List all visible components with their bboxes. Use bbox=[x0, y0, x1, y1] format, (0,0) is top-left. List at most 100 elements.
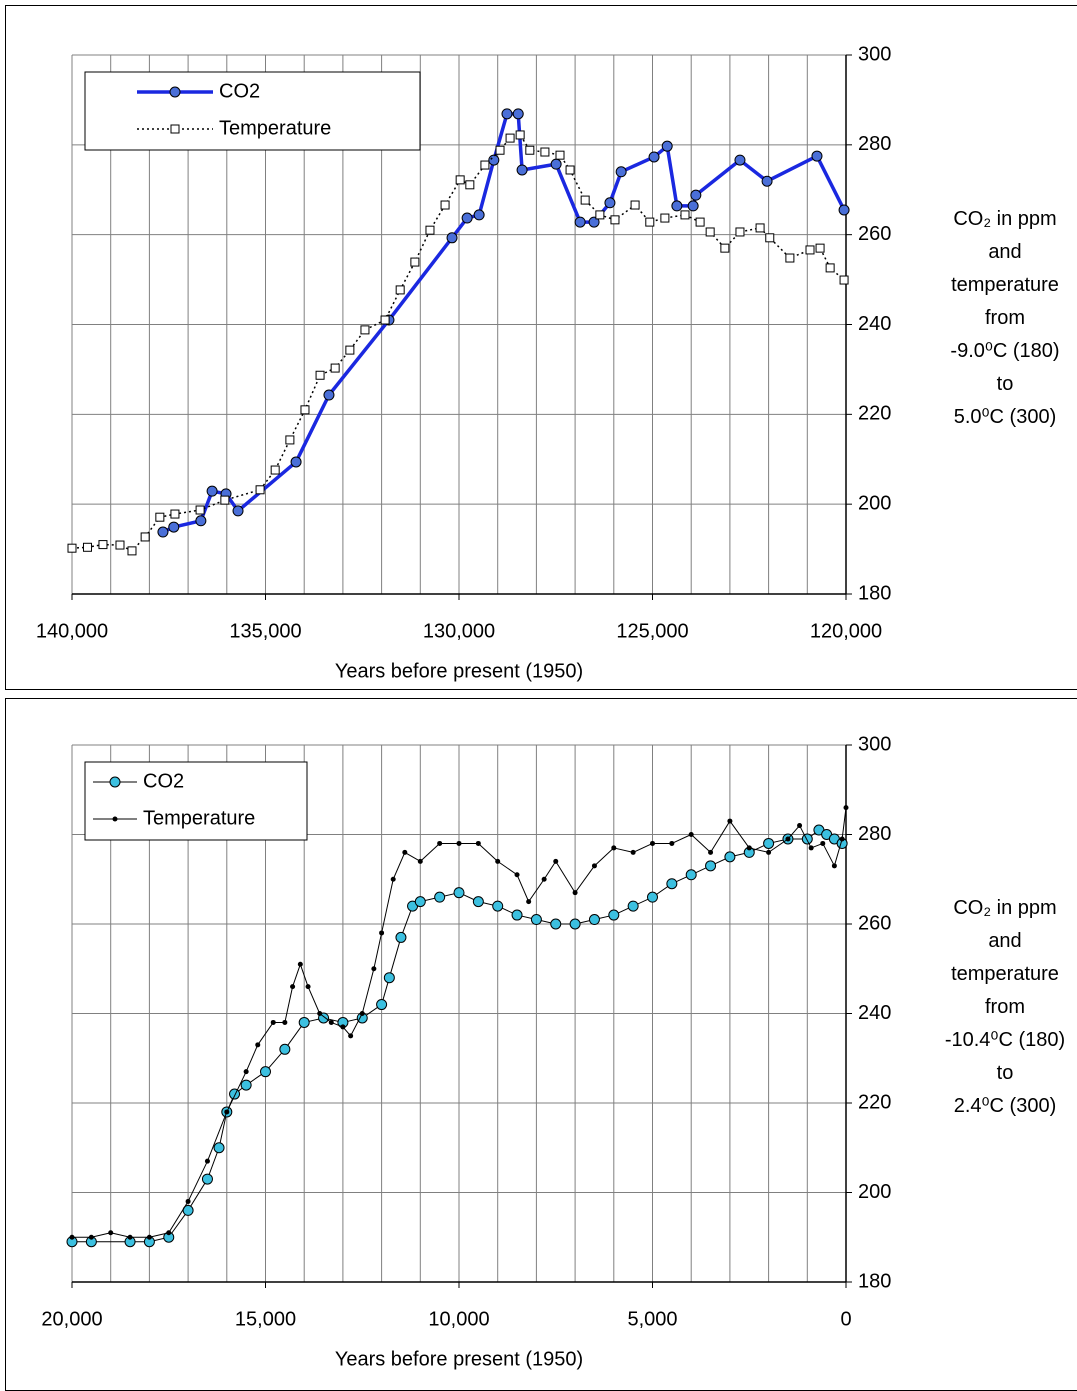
marker bbox=[608, 909, 620, 921]
marker bbox=[705, 860, 717, 872]
y-axis-label: temperature bbox=[951, 274, 1059, 296]
marker bbox=[232, 505, 244, 517]
marker bbox=[82, 542, 92, 552]
y-axis-label: -9.0⁰C (180) bbox=[950, 340, 1059, 362]
x-tick-label: 120,000 bbox=[810, 620, 882, 642]
marker bbox=[839, 275, 849, 285]
marker bbox=[360, 325, 370, 335]
marker bbox=[414, 896, 426, 908]
legend-label: CO2 bbox=[143, 770, 184, 792]
marker bbox=[820, 840, 826, 846]
y-tick-label: 260 bbox=[858, 223, 891, 245]
marker bbox=[290, 984, 296, 990]
marker bbox=[801, 833, 813, 845]
marker bbox=[765, 233, 775, 243]
marker bbox=[514, 872, 520, 878]
marker bbox=[505, 133, 515, 143]
marker bbox=[815, 243, 825, 253]
marker bbox=[495, 858, 501, 864]
legend-label: CO2 bbox=[219, 80, 260, 102]
marker bbox=[746, 845, 752, 851]
marker bbox=[390, 876, 396, 882]
marker bbox=[831, 863, 837, 869]
marker bbox=[380, 315, 390, 325]
marker bbox=[67, 543, 77, 553]
marker bbox=[229, 1088, 241, 1100]
marker bbox=[515, 130, 525, 140]
marker bbox=[305, 984, 311, 990]
marker bbox=[112, 816, 118, 822]
y-tick-label: 200 bbox=[858, 1181, 891, 1203]
marker bbox=[708, 849, 714, 855]
marker bbox=[461, 212, 473, 224]
marker bbox=[417, 858, 423, 864]
y-tick-label: 300 bbox=[858, 43, 891, 65]
marker bbox=[511, 909, 523, 921]
marker bbox=[574, 216, 586, 228]
marker bbox=[69, 1234, 75, 1240]
marker bbox=[204, 1158, 210, 1164]
marker bbox=[455, 175, 465, 185]
marker bbox=[88, 1234, 94, 1240]
marker bbox=[402, 849, 408, 855]
marker bbox=[492, 900, 504, 912]
y-tick-label: 240 bbox=[858, 1002, 891, 1024]
marker bbox=[843, 805, 849, 811]
x-axis-label: Years before present (1950) bbox=[335, 1348, 583, 1370]
marker bbox=[475, 840, 481, 846]
legend-box bbox=[84, 761, 308, 841]
y-tick-label: 200 bbox=[858, 492, 891, 514]
marker bbox=[720, 243, 730, 253]
marker bbox=[785, 253, 795, 263]
marker bbox=[687, 200, 699, 212]
marker bbox=[410, 257, 420, 267]
y-axis-label: from bbox=[985, 307, 1025, 329]
marker bbox=[371, 966, 377, 972]
marker bbox=[201, 1173, 213, 1185]
marker bbox=[330, 363, 340, 373]
marker bbox=[565, 165, 575, 175]
x-tick-label: 140,000 bbox=[36, 620, 108, 642]
y-tick-label: 300 bbox=[858, 733, 891, 755]
marker bbox=[146, 1234, 152, 1240]
marker bbox=[437, 840, 443, 846]
marker bbox=[108, 1230, 114, 1236]
marker bbox=[630, 849, 636, 855]
marker bbox=[255, 1042, 261, 1048]
marker bbox=[425, 225, 435, 235]
marker bbox=[383, 972, 395, 984]
y-axis-label: temperature bbox=[951, 963, 1059, 985]
x-axis-label: Years before present (1950) bbox=[335, 660, 583, 682]
marker bbox=[588, 216, 600, 228]
x-tick-label: 125,000 bbox=[616, 620, 688, 642]
legend-label: Temperature bbox=[143, 807, 255, 829]
marker bbox=[166, 1230, 172, 1236]
marker bbox=[285, 435, 295, 445]
marker bbox=[300, 405, 310, 415]
marker bbox=[688, 832, 694, 837]
y-axis-label: to bbox=[997, 1062, 1014, 1084]
marker bbox=[811, 150, 823, 162]
marker bbox=[270, 1019, 276, 1025]
marker bbox=[611, 845, 617, 851]
x-tick-label: 20,000 bbox=[41, 1308, 102, 1330]
y-axis-label: and bbox=[988, 930, 1021, 952]
y-tick-label: 260 bbox=[858, 912, 891, 934]
marker bbox=[838, 204, 850, 216]
marker bbox=[660, 213, 670, 223]
marker bbox=[540, 147, 550, 157]
marker bbox=[648, 151, 660, 163]
marker bbox=[530, 914, 542, 926]
marker bbox=[501, 108, 513, 120]
x-tick-label: 5,000 bbox=[627, 1308, 677, 1330]
marker bbox=[671, 200, 683, 212]
marker bbox=[766, 849, 772, 855]
marker bbox=[580, 195, 590, 205]
marker bbox=[525, 145, 535, 155]
y-tick-label: 180 bbox=[858, 1270, 891, 1292]
marker bbox=[610, 215, 620, 225]
marker bbox=[155, 512, 165, 522]
marker bbox=[98, 540, 108, 550]
marker bbox=[220, 495, 230, 505]
marker bbox=[328, 1019, 334, 1025]
